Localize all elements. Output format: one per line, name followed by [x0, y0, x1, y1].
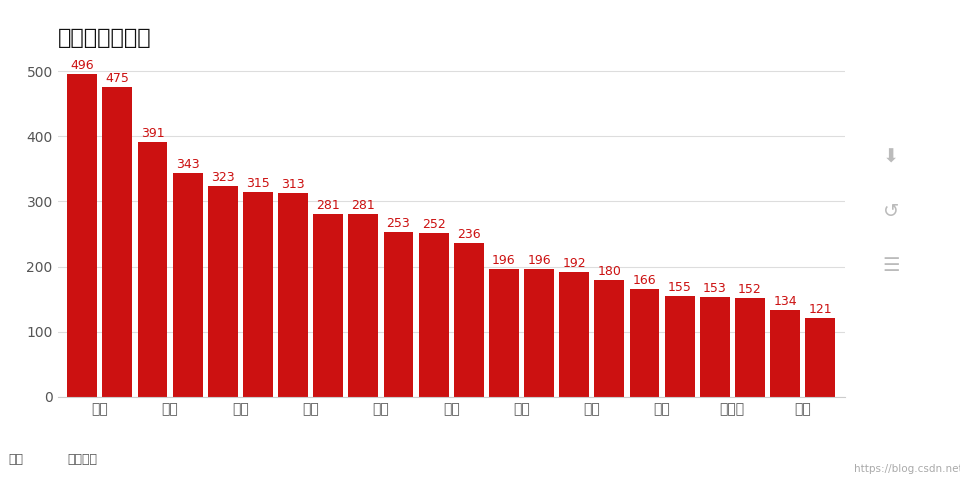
- Bar: [313, 214, 343, 397]
- Bar: [103, 88, 132, 397]
- Text: 深圳: 深圳: [9, 454, 23, 466]
- Text: 475: 475: [106, 73, 130, 86]
- Bar: [207, 186, 238, 397]
- Text: 315: 315: [246, 177, 270, 190]
- Bar: [805, 318, 835, 397]
- Text: 155: 155: [668, 281, 691, 294]
- Bar: [243, 192, 273, 397]
- Bar: [173, 173, 203, 397]
- Text: ↺: ↺: [882, 201, 900, 221]
- Text: ⬇: ⬇: [882, 147, 900, 166]
- Bar: [278, 193, 308, 397]
- Text: 166: 166: [633, 274, 657, 287]
- Bar: [560, 272, 589, 397]
- Text: 496: 496: [70, 59, 94, 72]
- Bar: [770, 310, 800, 397]
- Text: 236: 236: [457, 228, 481, 241]
- Text: 252: 252: [421, 218, 445, 231]
- Text: 281: 281: [351, 199, 375, 212]
- Bar: [700, 297, 730, 397]
- Bar: [137, 142, 167, 397]
- Text: 呼和浩特: 呼和浩特: [67, 454, 98, 466]
- Text: 343: 343: [176, 158, 200, 171]
- Text: ☰: ☰: [882, 256, 900, 275]
- Text: 391: 391: [141, 127, 164, 140]
- Text: 180: 180: [597, 265, 621, 278]
- Bar: [524, 269, 554, 397]
- Bar: [454, 243, 484, 397]
- Bar: [348, 214, 378, 397]
- Text: 323: 323: [211, 171, 234, 184]
- Text: 121: 121: [808, 303, 832, 316]
- Text: 153: 153: [703, 282, 727, 295]
- Bar: [664, 296, 695, 397]
- Bar: [489, 269, 518, 397]
- Text: 192: 192: [563, 257, 586, 270]
- Bar: [419, 233, 448, 397]
- Text: https://blog.csdn.net/qq_39241986: https://blog.csdn.net/qq_39241986: [854, 463, 960, 474]
- Bar: [67, 74, 97, 397]
- Text: 评论者城市分布: 评论者城市分布: [58, 28, 152, 48]
- Text: 134: 134: [773, 295, 797, 308]
- Text: 196: 196: [492, 254, 516, 267]
- Text: 253: 253: [387, 217, 410, 230]
- Bar: [384, 232, 414, 397]
- Text: 313: 313: [281, 178, 305, 191]
- Text: 281: 281: [317, 199, 340, 212]
- Bar: [630, 289, 660, 397]
- Text: 152: 152: [738, 283, 762, 296]
- Bar: [735, 298, 765, 397]
- Text: 196: 196: [527, 254, 551, 267]
- Bar: [594, 280, 624, 397]
